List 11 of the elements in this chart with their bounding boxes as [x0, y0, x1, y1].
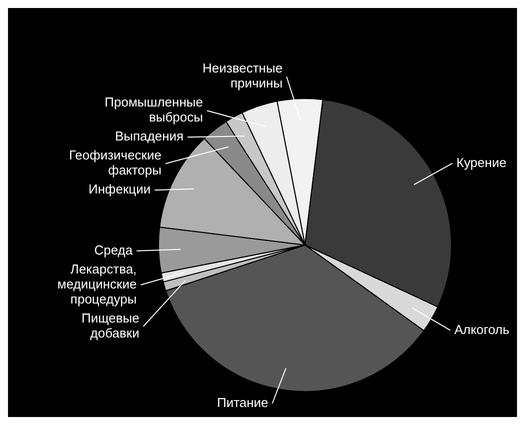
- slice-label: Выпадения: [114, 128, 184, 144]
- slice-label: Промышленные выбросы: [104, 94, 203, 125]
- slice-label: Курение: [456, 154, 506, 170]
- slice-label: Среда: [94, 242, 134, 258]
- slice-label: Алкоголь: [454, 322, 510, 337]
- slice-label: Питание: [216, 395, 268, 410]
- slice-label: Пищевые добавки: [81, 310, 140, 340]
- slice-label: Неизвестные причины: [202, 60, 283, 91]
- slice-label: Геофизические факторы: [68, 148, 162, 178]
- slice-label: Лекарства, медицинские процедуры: [57, 261, 137, 306]
- slice-label: Инфекции: [88, 182, 151, 197]
